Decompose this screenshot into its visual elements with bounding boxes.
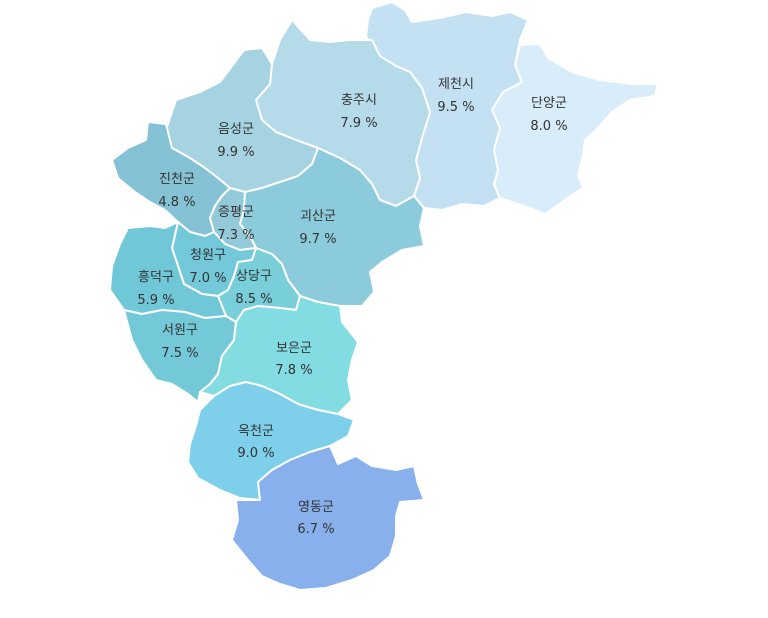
region-yeongdong[interactable]: [231, 445, 425, 591]
label-jincheon-value: 4.8 %: [158, 195, 195, 210]
label-seowon-value: 7.5 %: [161, 346, 198, 361]
region-labels: 단양군 8.0 % 제천시 9.5 % 충주시 7.9 % 음성군 9.9 % …: [137, 77, 567, 537]
label-chungju-name: 충주시: [341, 93, 377, 108]
label-heungdeok-name: 흥덕구: [138, 270, 174, 285]
label-jeungpyeong-name: 증평군: [218, 205, 254, 220]
label-yeongdong-value: 6.7 %: [297, 522, 334, 537]
label-chungju-value: 7.9 %: [340, 116, 377, 131]
label-eumseong-name: 음성군: [218, 122, 254, 137]
label-jecheon-value: 9.5 %: [437, 100, 474, 115]
label-heungdeok-value: 5.9 %: [137, 293, 174, 308]
label-cheongwon-value: 7.0 %: [189, 271, 226, 286]
label-okcheon-name: 옥천군: [238, 424, 274, 439]
label-danyang-value: 8.0 %: [530, 119, 567, 134]
label-sangdang-value: 8.5 %: [235, 292, 272, 307]
label-cheongwon-name: 청원구: [190, 248, 226, 263]
label-jincheon-name: 진천군: [159, 172, 195, 187]
label-goesan-value: 9.7 %: [299, 232, 336, 247]
label-jecheon-name: 제천시: [438, 77, 474, 92]
label-goesan-name: 괴산군: [300, 209, 336, 224]
label-yeongdong-name: 영동군: [298, 500, 334, 515]
label-sangdang-name: 상당구: [236, 269, 272, 284]
label-boeun-name: 보은군: [276, 341, 312, 356]
label-okcheon-value: 9.0 %: [237, 446, 274, 461]
label-boeun-value: 7.8 %: [275, 363, 312, 378]
label-jeungpyeong-value: 7.3 %: [217, 228, 254, 243]
label-seowon-name: 서원구: [162, 323, 198, 338]
label-eumseong-value: 9.9 %: [217, 145, 254, 160]
label-danyang-name: 단양군: [531, 96, 567, 111]
